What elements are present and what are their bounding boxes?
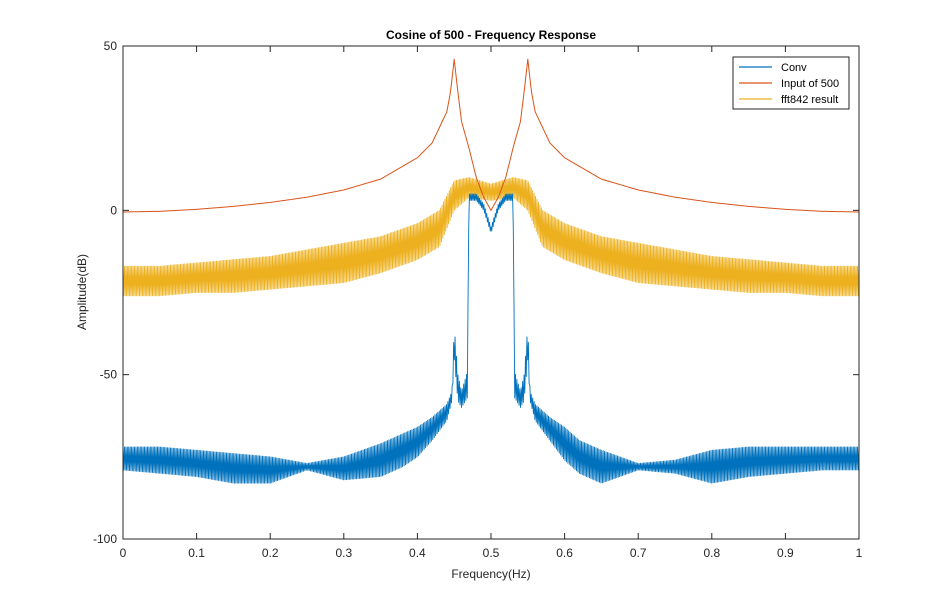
- x-tick-label: 0.8: [703, 546, 720, 560]
- legend-label-fft842: fft842 result: [781, 94, 838, 106]
- x-tick-label: 0.6: [556, 546, 573, 560]
- x-tick-label: 0.3: [335, 546, 352, 560]
- y-tick-label: -50: [100, 368, 118, 382]
- legend: Conv Input of 500 fft842 result: [732, 56, 850, 110]
- x-tick-label: 0.9: [777, 546, 794, 560]
- x-tick-label: 0.1: [188, 546, 205, 560]
- series-line-input-of-500: [122, 58, 860, 213]
- legend-label-conv: Conv: [781, 62, 807, 74]
- y-tick-label: 50: [104, 39, 118, 53]
- series-line-fft842-result: [122, 177, 860, 297]
- y-axis-label: Amplitude(dB): [75, 254, 89, 330]
- x-tick-label: 0.7: [630, 546, 647, 560]
- x-tick-label: 0.2: [262, 546, 279, 560]
- y-tick-label: -100: [93, 532, 117, 546]
- x-tick-label: 0.4: [409, 546, 426, 560]
- x-axis-label: Frequency(Hz): [451, 567, 530, 581]
- y-tick-label: 0: [110, 203, 117, 217]
- tick-layer: 0 0.1 0.2 0.3 0.4 0.5 0.6 0.7 0.8 0.9 1 -100 -50 0 50: [93, 39, 863, 560]
- series-line-conv: [122, 193, 860, 484]
- chart-title: Cosine of 500 - Frequency Response: [386, 28, 596, 42]
- legend-label-input: Input of 500: [781, 78, 839, 90]
- series-layer: [122, 58, 860, 484]
- x-tick-label: 1: [856, 546, 863, 560]
- x-tick-label: 0.5: [483, 546, 500, 560]
- x-tick-label: 0: [120, 546, 127, 560]
